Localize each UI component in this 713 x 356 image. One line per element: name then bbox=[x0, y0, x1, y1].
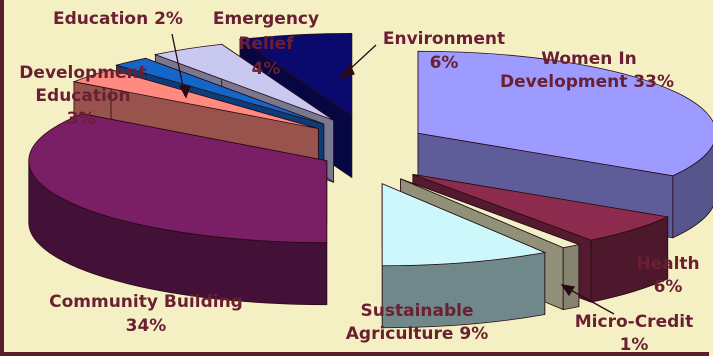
slice-top bbox=[72, 69, 319, 130]
pie-slice-sustainable-agriculture bbox=[381, 183, 547, 329]
slice-top bbox=[400, 178, 581, 249]
dev-edu-label-line3: 3% bbox=[67, 109, 96, 129]
environment-arrow bbox=[348, 44, 377, 71]
community-label-line2: 34% bbox=[126, 316, 167, 336]
label-women: Women In Development 33% bbox=[500, 49, 674, 92]
agriculture-label-line2: Agriculture 9% bbox=[346, 324, 488, 344]
label-agriculture: Sustainable Agriculture 9% bbox=[346, 301, 488, 344]
health-label-line1: Health bbox=[636, 254, 699, 274]
slice-top bbox=[153, 43, 334, 121]
slice-side bbox=[562, 244, 580, 311]
environment-arrowhead bbox=[338, 63, 355, 80]
slice-top bbox=[114, 57, 324, 125]
label-development-education: Development Education 3% bbox=[19, 63, 146, 129]
community-label-line1: Community Building bbox=[49, 292, 243, 312]
slice-top bbox=[28, 113, 328, 244]
slice-top bbox=[417, 50, 713, 177]
emergency-label-line1: Emergency bbox=[213, 9, 319, 29]
label-community: Community Building 34% bbox=[49, 292, 243, 336]
emergency-label-line2: Relief bbox=[238, 34, 294, 54]
label-environment: Environment 6% bbox=[383, 29, 505, 73]
women-label-line1: Women In bbox=[541, 49, 637, 69]
micro-credit-arrowhead bbox=[560, 284, 576, 297]
pie-slices bbox=[28, 33, 713, 329]
micro-credit-arrow bbox=[566, 287, 615, 315]
agriculture-label-line1: Sustainable bbox=[361, 301, 474, 321]
dev-edu-label-line1: Development bbox=[19, 63, 146, 83]
pie-slice-community-building bbox=[28, 113, 328, 306]
label-health: Health 6% bbox=[636, 254, 699, 297]
women-label-line2: Development 33% bbox=[500, 72, 674, 92]
leader-arrows bbox=[171, 33, 615, 315]
label-micro-credit: Micro-Credit 1% bbox=[575, 312, 693, 352]
micro-credit-label-line1: Micro-Credit bbox=[575, 312, 693, 332]
slice-top bbox=[381, 183, 547, 267]
dev-edu-label-line2: Education bbox=[35, 86, 130, 106]
education-arrowhead bbox=[178, 85, 191, 99]
label-emergency: Emergency Relief 4% bbox=[213, 9, 319, 79]
micro-credit-label-line2: 1% bbox=[620, 335, 649, 352]
environment-label-line1: Environment bbox=[383, 29, 505, 49]
slice-top bbox=[238, 33, 353, 117]
education-label: Education 2% bbox=[53, 9, 183, 29]
slice-top bbox=[412, 174, 670, 241]
emergency-label-line3: 4% bbox=[252, 59, 281, 79]
health-label-line2: 6% bbox=[654, 277, 683, 297]
environment-label-line2: 6% bbox=[430, 53, 459, 73]
pie-chart: Women In Development 33% Health 6% Micro… bbox=[19, 9, 713, 352]
label-education: Education 2% bbox=[53, 9, 183, 29]
